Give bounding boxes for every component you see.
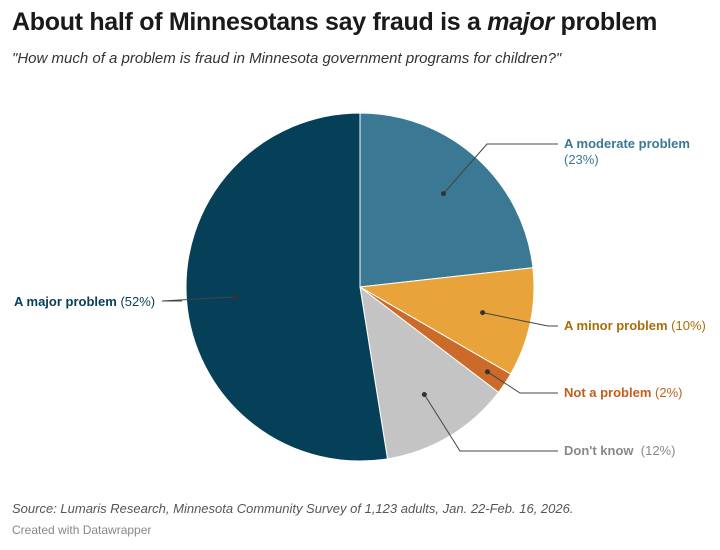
label-value: (12%): [640, 443, 676, 458]
leader-line: [161, 296, 236, 302]
title-text-end: problem: [553, 8, 658, 36]
credit-note: Created with Datawrapper: [12, 523, 152, 537]
label-not-a-problem: Not a problem (2%): [564, 385, 682, 401]
pie-slice: [359, 285, 500, 460]
label-value: (52%): [120, 294, 156, 309]
label-value: (23%): [564, 152, 599, 167]
label-value: (10%): [671, 318, 706, 333]
source-note: Source: Lumaris Research, Minnesota Comm…: [12, 501, 574, 516]
label-major: A major problem (52%): [14, 294, 155, 310]
leader-line: [487, 371, 558, 394]
label-name: A major problem: [14, 294, 117, 309]
chart-title: About half of Minnesotans say fraud is a…: [12, 8, 657, 37]
pie-slice: [359, 112, 534, 288]
label-name: Not a problem: [564, 385, 652, 400]
leader-dot: [421, 391, 427, 397]
pie-slice: [185, 112, 389, 462]
label-name: A moderate problem: [564, 136, 690, 151]
leader-line: [482, 312, 558, 327]
label-name: Don't know: [564, 443, 634, 458]
chart-subtitle: "How much of a problem is fraud in Minne…: [12, 50, 562, 67]
label-value: (2%): [655, 385, 683, 400]
label-minor: A minor problem (10%): [564, 318, 706, 334]
label-moderate: A moderate problem (23%): [564, 136, 690, 168]
leader-dot: [484, 369, 490, 375]
leader-dot: [441, 191, 447, 197]
leader-line: [443, 143, 558, 194]
leader-dot: [480, 310, 486, 316]
label-dont-know: Don't know (12%): [564, 443, 675, 459]
title-text: About half of Minnesotans say fraud is a: [12, 8, 488, 36]
leader-dot: [232, 294, 238, 300]
leader-line: [423, 394, 558, 452]
title-emphasis: major: [487, 8, 554, 36]
label-name: A minor problem: [564, 318, 668, 333]
